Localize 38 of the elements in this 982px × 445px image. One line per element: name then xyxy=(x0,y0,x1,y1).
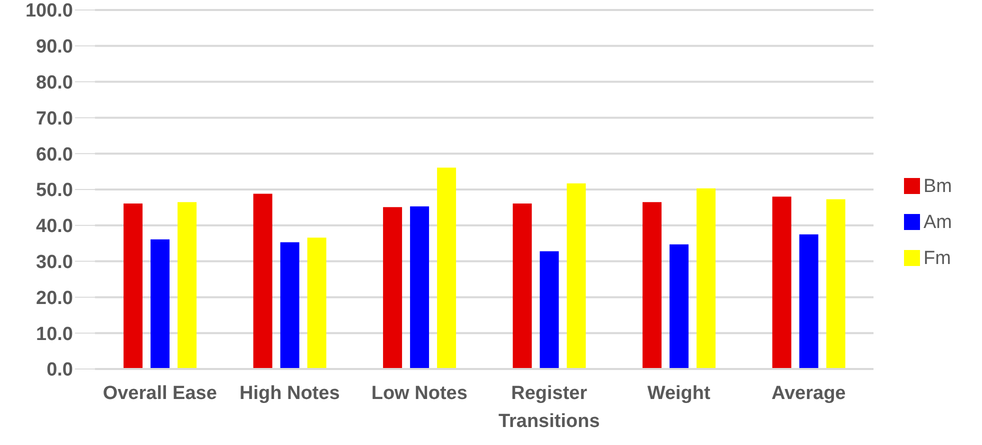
bar xyxy=(150,239,170,369)
bar xyxy=(280,242,300,369)
bar xyxy=(696,188,716,369)
y-tick-label: 30.0 xyxy=(36,252,73,274)
bar xyxy=(566,183,586,369)
bar xyxy=(178,202,197,369)
x-tick-label: Low Notes xyxy=(371,383,468,404)
y-tick-label: 60.0 xyxy=(36,144,73,166)
bar xyxy=(307,238,326,369)
bar xyxy=(124,204,143,369)
legend-label: Fm xyxy=(924,248,951,268)
bar xyxy=(410,206,430,369)
bar xyxy=(512,204,532,369)
bar xyxy=(826,199,846,369)
bar xyxy=(642,202,662,369)
y-tick-label: 50.0 xyxy=(36,180,73,202)
y-tick-label: 70.0 xyxy=(36,108,73,130)
legend-label: Bm xyxy=(924,176,952,196)
y-tick-label: 20.0 xyxy=(36,288,73,309)
y-tick-label: 10.0 xyxy=(36,324,73,345)
bar xyxy=(253,194,272,369)
y-tick-label: 90.0 xyxy=(36,36,73,58)
legend-label: Am xyxy=(924,212,952,232)
bar xyxy=(540,251,559,369)
y-tick-label: 40.0 xyxy=(36,216,73,238)
y-tick-label: 0.0 xyxy=(46,360,73,381)
y-tick-label: 100.0 xyxy=(25,0,73,22)
bar xyxy=(772,196,792,369)
bar xyxy=(383,207,402,369)
x-tick-label: Register Transitions xyxy=(498,383,600,432)
bar xyxy=(437,168,456,369)
bar xyxy=(670,244,689,369)
x-tick-label: Average xyxy=(771,383,846,404)
x-tick-label: High Notes xyxy=(239,383,340,404)
y-tick-label: 80.0 xyxy=(36,72,73,94)
x-tick-label: Overall Ease xyxy=(102,383,217,404)
bar xyxy=(799,234,818,369)
x-tick-label: Weight xyxy=(647,383,712,404)
